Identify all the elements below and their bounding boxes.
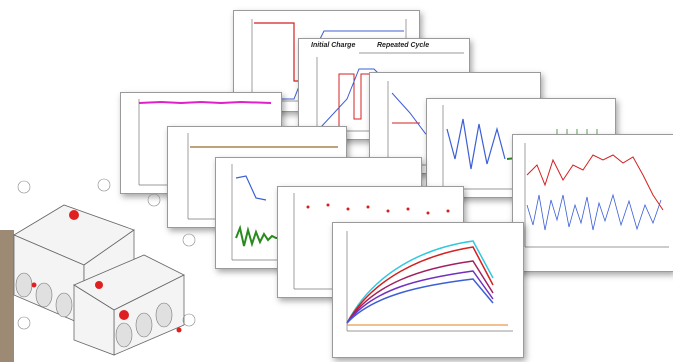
noise-chart bbox=[524, 143, 669, 248]
curves-chart bbox=[346, 231, 513, 332]
chart-card-noise bbox=[512, 134, 673, 272]
initial-charge-label: Initial Charge bbox=[311, 42, 356, 49]
battery-pack-schematic-icon bbox=[13, 178, 196, 356]
repeated-cycle-label: Repeated Cycle bbox=[377, 42, 430, 49]
photo-edge bbox=[0, 230, 14, 362]
chart-card-curves bbox=[332, 222, 524, 358]
